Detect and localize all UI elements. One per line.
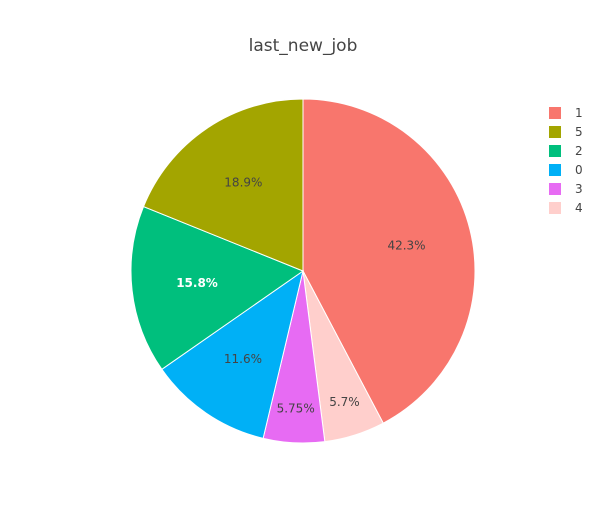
- pie-slice-5[interactable]: [142, 98, 304, 272]
- slice-label-3: 5.75%: [277, 401, 315, 415]
- pie-slices: [130, 98, 476, 444]
- legend-label-1: 1: [575, 106, 583, 120]
- pie-slice-2[interactable]: [130, 205, 305, 371]
- legend-swatch-2: [549, 145, 561, 157]
- slice-label-2: 15.8%: [176, 276, 218, 290]
- legend-item-0[interactable]: 0: [549, 163, 583, 177]
- legend-label-4: 4: [575, 201, 583, 215]
- slice-label-1: 42.3%: [387, 238, 425, 252]
- legend: 1 5 2 0 3 4: [549, 106, 583, 215]
- slice-label-4: 5.7%: [329, 395, 360, 409]
- legend-swatch-5: [549, 126, 561, 138]
- legend-item-2[interactable]: 2: [549, 144, 583, 158]
- legend-item-5[interactable]: 5: [549, 125, 583, 139]
- slice-label-0: 11.6%: [224, 352, 262, 366]
- chart-title: last_new_job: [249, 36, 358, 56]
- legend-label-5: 5: [575, 125, 583, 139]
- legend-item-3[interactable]: 3: [549, 182, 583, 196]
- slice-label-5: 18.9%: [224, 176, 262, 190]
- legend-swatch-3: [549, 183, 561, 195]
- legend-label-0: 0: [575, 163, 583, 177]
- legend-swatch-0: [549, 164, 561, 176]
- pie-slice-labels: 42.3% 5.7% 5.75% 11.6% 15.8% 18.9%: [176, 176, 425, 416]
- legend-swatch-1: [549, 107, 561, 119]
- pie-slice-0[interactable]: [161, 269, 304, 439]
- pie-slice-1[interactable]: [302, 98, 476, 424]
- legend-label-2: 2: [575, 144, 583, 158]
- legend-swatch-4: [549, 202, 561, 214]
- legend-item-4[interactable]: 4: [549, 201, 583, 215]
- legend-label-3: 3: [575, 182, 583, 196]
- legend-item-1[interactable]: 1: [549, 106, 583, 120]
